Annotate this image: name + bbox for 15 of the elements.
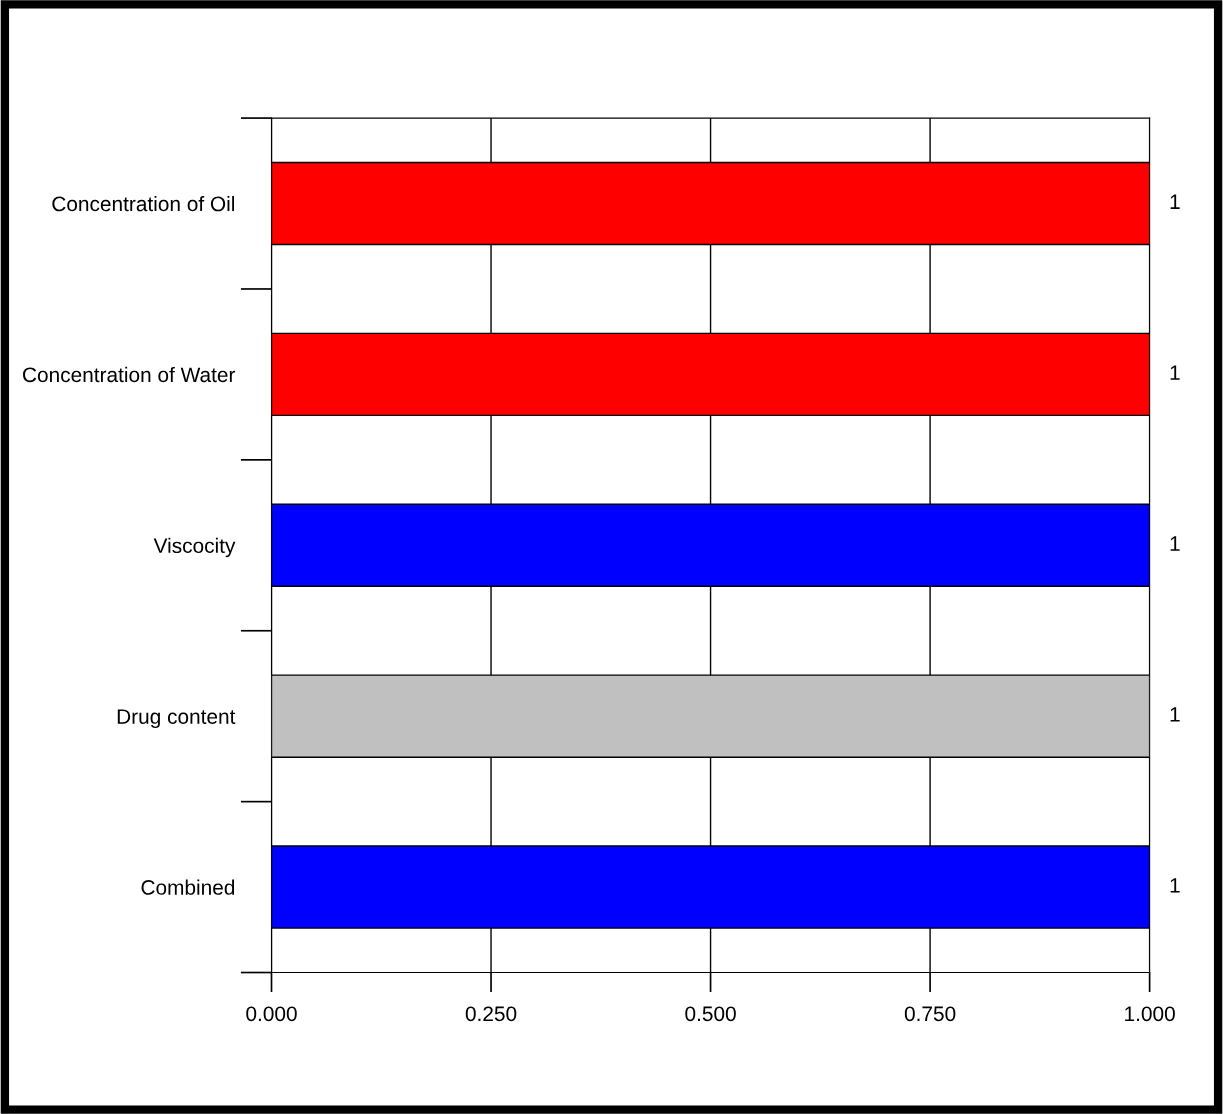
y-tick-label: Drug content <box>117 709 236 729</box>
x-tick-label: 0.500 <box>685 1006 736 1022</box>
x-tick-label: 1.000 <box>1125 1006 1175 1022</box>
data-label: 1 <box>1170 194 1180 209</box>
y-tick-label: Concentration of Oil <box>52 195 235 212</box>
data-label: 1 <box>1170 707 1180 722</box>
data-label: 1 <box>1170 536 1180 551</box>
data-label: 1 <box>1170 878 1180 893</box>
y-tick-label: Concentration of Water <box>23 366 236 383</box>
data-label: 1 <box>1170 365 1180 380</box>
x-tick-label: 0.250 <box>465 1006 517 1022</box>
x-tick-label: 0.000 <box>246 1006 297 1022</box>
x-tick-label: 0.750 <box>904 1006 956 1022</box>
y-tick-label: Viscocity <box>153 537 236 558</box>
y-tick-label: Combined <box>141 879 235 895</box>
